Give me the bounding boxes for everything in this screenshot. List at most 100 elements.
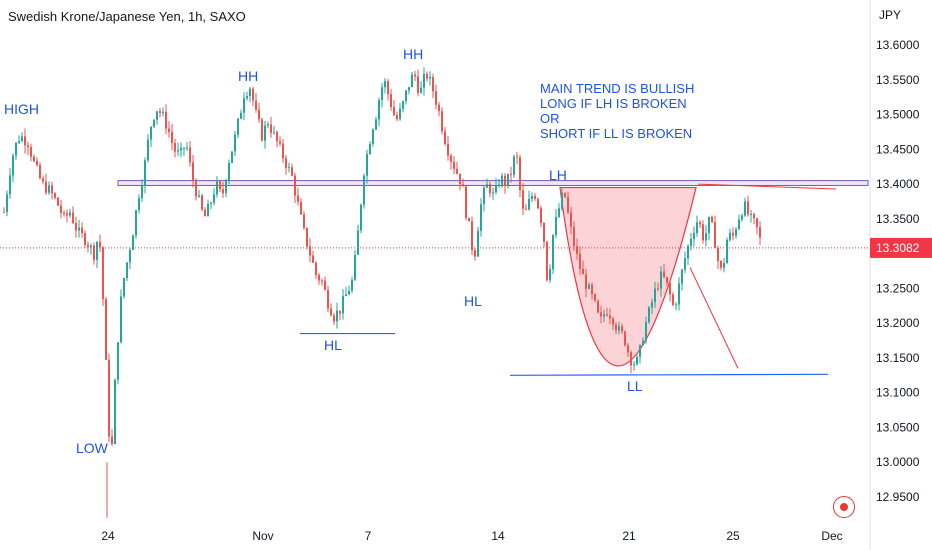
candle-body xyxy=(603,314,605,317)
candle-body xyxy=(57,197,59,206)
candle-body xyxy=(498,184,500,186)
candle-body xyxy=(480,204,482,231)
candle-body xyxy=(363,175,365,205)
candle-body xyxy=(618,326,620,331)
candle-body xyxy=(231,151,233,163)
candle-body xyxy=(438,104,440,112)
breakdown-projection-line xyxy=(689,267,739,369)
candle-body xyxy=(450,155,452,162)
candle-body xyxy=(258,109,260,120)
candle-body xyxy=(264,125,266,141)
candle-body xyxy=(159,111,161,113)
candle-body xyxy=(309,246,311,256)
candle-body xyxy=(312,255,314,263)
candle-body xyxy=(639,345,641,357)
candle-body xyxy=(642,340,644,346)
candle-body xyxy=(342,296,344,314)
candle-body xyxy=(747,201,749,215)
candle-body xyxy=(525,208,527,210)
x-tick-label: 25 xyxy=(726,529,740,543)
candle-body xyxy=(702,224,704,241)
candle-body xyxy=(666,276,668,283)
candle-body xyxy=(171,131,173,143)
candle-body xyxy=(477,230,479,257)
candle-body xyxy=(516,156,518,158)
candle-body xyxy=(405,90,407,102)
candle-body xyxy=(147,139,149,161)
candle-body xyxy=(204,209,206,217)
candle-body xyxy=(60,205,62,213)
candle-body xyxy=(615,324,617,331)
candle-body xyxy=(150,126,152,140)
candle-body xyxy=(468,217,470,222)
candle-body xyxy=(540,208,542,224)
candle-body xyxy=(87,244,89,247)
candle-body xyxy=(120,296,122,343)
candle-body xyxy=(531,196,533,200)
candle-body xyxy=(717,248,719,261)
candle-body xyxy=(753,213,755,219)
candle-body xyxy=(69,212,71,216)
lh-label: LH xyxy=(549,167,567,183)
candle-body xyxy=(333,315,335,322)
candle-body xyxy=(378,99,380,120)
candle-body xyxy=(393,107,395,116)
y-tick-label: 13.2500 xyxy=(876,281,920,295)
y-tick-label: 13.4500 xyxy=(876,142,920,156)
candle-body xyxy=(345,294,347,297)
candle-body xyxy=(699,222,701,225)
record-button[interactable] xyxy=(833,496,855,518)
candle-body xyxy=(201,195,203,210)
candle-body xyxy=(396,115,398,120)
candle-body xyxy=(663,271,665,277)
candle-body xyxy=(126,262,128,279)
candle-body xyxy=(261,119,263,141)
candle-body xyxy=(651,302,653,308)
candle-body xyxy=(180,147,182,151)
candle-body xyxy=(384,81,386,88)
y-tick-label: 13.1000 xyxy=(876,386,920,400)
candle-body xyxy=(27,145,29,148)
low-label: LOW xyxy=(76,440,109,456)
candle-body xyxy=(330,308,332,316)
candle-body xyxy=(48,185,50,193)
candle-body xyxy=(621,326,623,332)
candle-body xyxy=(399,108,401,120)
candle-body xyxy=(300,201,302,215)
candle-body xyxy=(672,294,674,305)
lh-resistance-zone xyxy=(117,180,869,186)
y-tick-label: 13.6000 xyxy=(876,38,920,52)
candle-body xyxy=(21,136,23,142)
candle-body xyxy=(183,147,185,149)
candle-body xyxy=(459,173,461,185)
candle-body xyxy=(306,227,308,247)
candle-body xyxy=(165,111,167,129)
current-price-tag xyxy=(870,237,932,258)
candle-body xyxy=(684,258,686,270)
candle-body xyxy=(51,185,53,194)
candle-body xyxy=(36,161,38,165)
candle-body xyxy=(93,245,95,260)
candle-body xyxy=(507,173,509,187)
candle-body xyxy=(294,175,296,196)
candle-body xyxy=(543,223,545,242)
candle-body xyxy=(738,219,740,230)
candle-body xyxy=(129,250,131,263)
candle-body xyxy=(708,216,710,234)
candle-body xyxy=(417,76,419,93)
candle-body xyxy=(501,175,503,185)
candle-body xyxy=(366,154,368,176)
candle-body xyxy=(588,284,590,289)
candle-body xyxy=(558,208,560,217)
candle-body xyxy=(594,294,596,301)
candle-body xyxy=(381,87,383,100)
candle-body xyxy=(627,345,629,353)
candle-body xyxy=(66,213,68,216)
candle-body xyxy=(219,181,221,190)
candle-body xyxy=(327,289,329,309)
candle-body xyxy=(483,187,485,205)
candle-body xyxy=(411,74,413,88)
candle-body xyxy=(162,111,164,113)
candle-body xyxy=(351,279,353,291)
